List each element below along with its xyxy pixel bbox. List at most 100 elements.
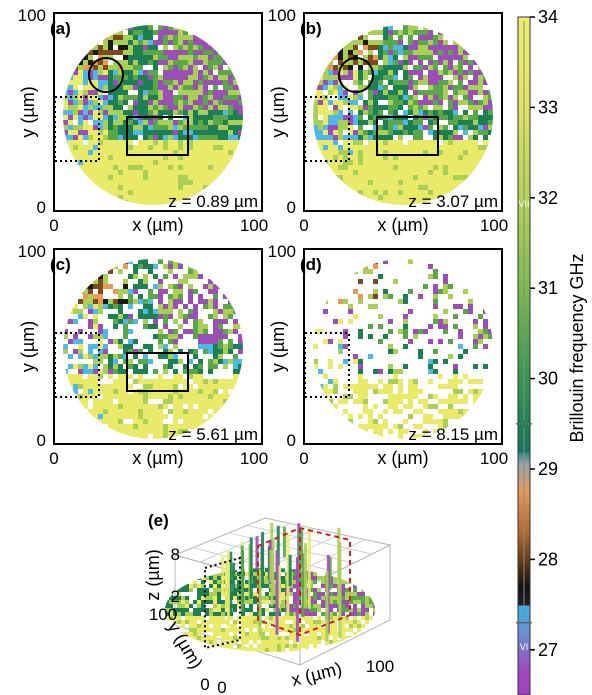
map-pixel: [143, 324, 148, 329]
map-pixel: [83, 180, 88, 185]
map-pixel: [313, 419, 318, 424]
volume-pixel: [201, 580, 205, 584]
map-pixel: [83, 120, 88, 125]
map-pixel: [368, 294, 373, 299]
map-pixel: [158, 105, 163, 110]
map-pixel: [483, 120, 488, 125]
map-pixel: [368, 170, 373, 175]
map-pixel: [223, 75, 228, 80]
map-pixel: [458, 120, 463, 125]
map-pixel: [438, 85, 443, 90]
map-pixel: [483, 409, 488, 414]
map-pixel: [188, 160, 193, 165]
map-pixel: [203, 105, 208, 110]
volume-pixel: [265, 568, 269, 572]
map-pixel: [378, 155, 383, 160]
map-pixel: [203, 25, 208, 30]
map-pixel: [478, 130, 483, 135]
map-pixel: [343, 269, 348, 274]
map-pixel: [343, 344, 348, 349]
map-pixel: [73, 75, 78, 80]
map-pixel: [113, 125, 118, 130]
map-pixel: [98, 45, 103, 50]
map-pixel: [383, 45, 388, 50]
map-pixel: [353, 25, 358, 30]
map-pixel: [373, 45, 378, 50]
map-pixel: [168, 165, 173, 170]
volume-pixel: [357, 644, 361, 648]
map-pixel: [108, 284, 113, 289]
map-pixel: [403, 110, 408, 115]
map-pixel: [333, 105, 338, 110]
volume-pixel: [361, 644, 365, 648]
map-pixel: [353, 45, 358, 50]
map-pixel: [403, 100, 408, 105]
map-pixel: [133, 155, 138, 160]
map-pixel: [393, 424, 398, 429]
map-pixel: [233, 364, 238, 369]
map-pixel: [198, 394, 203, 399]
map-pixel: [168, 130, 173, 135]
map-pixel: [148, 309, 153, 314]
map-pixel: [488, 414, 493, 419]
map-pixel: [193, 130, 198, 135]
map-pixel: [198, 70, 203, 75]
map-pixel: [238, 185, 243, 190]
map-pixel: [93, 294, 98, 299]
map-pixel: [233, 75, 238, 80]
map-pixel: [108, 130, 113, 135]
map-pixel: [388, 429, 393, 434]
volume-pixel: [281, 620, 285, 624]
map-pixel: [88, 130, 93, 135]
map-pixel: [318, 155, 323, 160]
map-pixel: [388, 379, 393, 384]
map-pixel: [203, 35, 208, 40]
map-pixel: [153, 185, 158, 190]
volume-pixel: [365, 584, 369, 588]
volume-pixel: [205, 624, 209, 628]
map-pixel: [218, 349, 223, 354]
volume-pixel: [281, 644, 285, 648]
map-pixel: [468, 304, 473, 309]
volume-pixel: [309, 596, 313, 600]
map-pixel: [173, 414, 178, 419]
map-pixels: [313, 259, 493, 439]
map-pixel: [408, 180, 413, 185]
map-pixel: [153, 80, 158, 85]
map-pixel: [228, 130, 233, 135]
map-pixel: [213, 110, 218, 115]
map-pixel: [353, 75, 358, 80]
map-pixel: [403, 90, 408, 95]
map-pixel: [353, 175, 358, 180]
map-pixel: [213, 150, 218, 155]
map-pixel: [373, 30, 378, 35]
map-pixel: [368, 185, 373, 190]
map-pixel: [368, 155, 373, 160]
map-pixel: [103, 145, 108, 150]
map-pixel: [408, 379, 413, 384]
map-pixel: [223, 80, 228, 85]
map-pixel: [163, 55, 168, 60]
map-pixel: [463, 100, 468, 105]
solid-rectangle-marker: [376, 116, 439, 156]
map-pixel: [323, 339, 328, 344]
map-pixel: [463, 125, 468, 130]
map-pixel: [338, 180, 343, 185]
map-pixel: [108, 404, 113, 409]
map-pixel: [133, 105, 138, 110]
map-pixel: [108, 364, 113, 369]
map-pixel: [333, 65, 338, 70]
map-pixel: [88, 409, 93, 414]
map-pixel: [208, 165, 213, 170]
map-pixel: [408, 150, 413, 155]
map-pixel: [423, 50, 428, 55]
volume-pixel: [197, 616, 201, 620]
map-pixel: [188, 55, 193, 60]
map-pixel: [138, 160, 143, 165]
map-pixel: [473, 160, 478, 165]
volume-pixel: [309, 612, 313, 616]
map-pixel: [118, 170, 123, 175]
volume-pixel: [213, 576, 217, 580]
volume-pixel: [213, 616, 217, 620]
volume-pixel: [365, 620, 369, 624]
